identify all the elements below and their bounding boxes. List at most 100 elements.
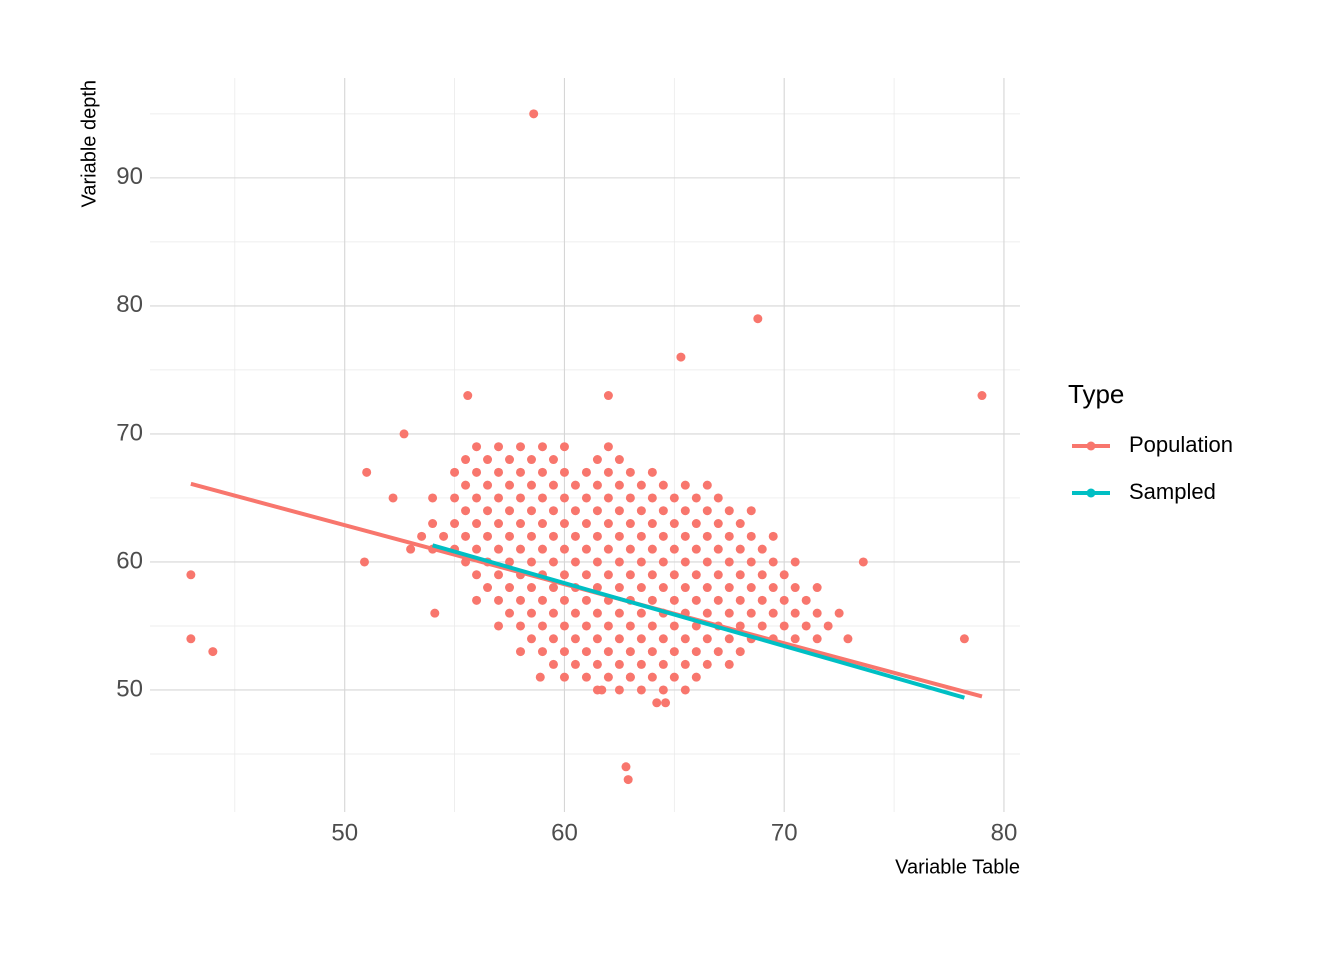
point	[516, 595, 526, 605]
point	[535, 672, 545, 682]
point	[428, 519, 438, 529]
point	[570, 480, 580, 490]
point	[713, 647, 723, 657]
point	[625, 493, 635, 503]
point	[614, 531, 624, 541]
point	[430, 608, 440, 618]
point	[746, 557, 756, 567]
point	[647, 672, 657, 682]
point	[790, 583, 800, 593]
point	[399, 429, 409, 439]
point	[636, 480, 646, 490]
point	[661, 698, 671, 708]
point	[505, 608, 515, 618]
point	[603, 570, 613, 580]
point	[559, 595, 569, 605]
point	[768, 557, 778, 567]
point	[516, 544, 526, 554]
point	[779, 570, 789, 580]
y-tick-label: 80	[116, 291, 143, 318]
point	[680, 531, 690, 541]
point	[461, 455, 471, 465]
point	[669, 493, 679, 503]
point	[450, 493, 460, 503]
point	[702, 480, 712, 490]
point	[603, 442, 613, 452]
point	[812, 634, 822, 644]
point	[647, 570, 657, 580]
point	[472, 519, 482, 529]
point	[647, 544, 657, 554]
point	[669, 570, 679, 580]
x-axis-title: Variable Table	[895, 856, 1020, 878]
point	[505, 557, 515, 567]
point	[570, 659, 580, 669]
point	[680, 634, 690, 644]
legend-label: Sampled	[1129, 479, 1216, 504]
point	[636, 608, 646, 618]
point	[186, 634, 196, 644]
point	[801, 595, 811, 605]
point	[570, 634, 580, 644]
point	[428, 493, 438, 503]
point	[537, 595, 547, 605]
point	[652, 698, 662, 708]
point	[779, 595, 789, 605]
point	[483, 506, 493, 516]
point	[581, 519, 591, 529]
point	[724, 659, 734, 669]
point	[406, 544, 416, 554]
point	[625, 544, 635, 554]
point	[735, 544, 745, 554]
point	[548, 608, 558, 618]
point	[603, 621, 613, 631]
point	[548, 506, 558, 516]
point	[526, 531, 536, 541]
point	[680, 506, 690, 516]
point	[597, 685, 607, 695]
point	[757, 570, 767, 580]
point	[526, 557, 536, 567]
point	[581, 595, 591, 605]
y-tick-label: 60	[116, 547, 143, 574]
legend-key-point	[1086, 441, 1096, 451]
point	[494, 621, 504, 631]
point	[669, 621, 679, 631]
point	[472, 544, 482, 554]
point	[548, 634, 558, 644]
point	[647, 595, 657, 605]
point	[483, 455, 493, 465]
point	[581, 647, 591, 657]
point	[581, 621, 591, 631]
point	[625, 467, 635, 477]
point	[691, 519, 701, 529]
point	[614, 685, 624, 695]
point	[702, 531, 712, 541]
point	[603, 647, 613, 657]
point	[691, 595, 701, 605]
point	[691, 647, 701, 657]
point	[505, 455, 515, 465]
point	[724, 608, 734, 618]
point	[647, 519, 657, 529]
point	[691, 621, 701, 631]
point	[581, 672, 591, 682]
point	[636, 506, 646, 516]
point	[790, 608, 800, 618]
point	[537, 467, 547, 477]
point	[505, 531, 515, 541]
point	[461, 531, 471, 541]
point	[823, 621, 833, 631]
point	[713, 519, 723, 529]
point	[472, 595, 482, 605]
point	[529, 109, 539, 119]
point	[658, 583, 668, 593]
point	[614, 634, 624, 644]
point	[757, 544, 767, 554]
point	[647, 467, 657, 477]
point	[621, 762, 631, 772]
point	[753, 314, 763, 324]
point	[702, 557, 712, 567]
point	[186, 570, 196, 580]
point	[691, 570, 701, 580]
